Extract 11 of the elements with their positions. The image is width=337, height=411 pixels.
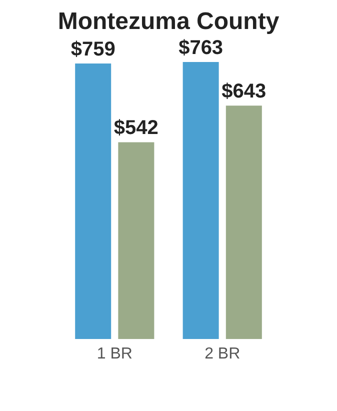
chart-title: Montezuma County <box>58 8 280 35</box>
x-tick-label: 2 BR <box>204 346 240 362</box>
x-tick-label: 1 BR <box>96 346 132 362</box>
data-label: $643 <box>222 80 266 103</box>
data-label: $542 <box>114 117 158 140</box>
bar <box>226 106 262 339</box>
bar <box>182 62 219 339</box>
bar <box>118 142 154 339</box>
data-label: $763 <box>178 37 224 59</box>
data-label: $759 <box>70 38 116 60</box>
bar <box>75 63 112 339</box>
